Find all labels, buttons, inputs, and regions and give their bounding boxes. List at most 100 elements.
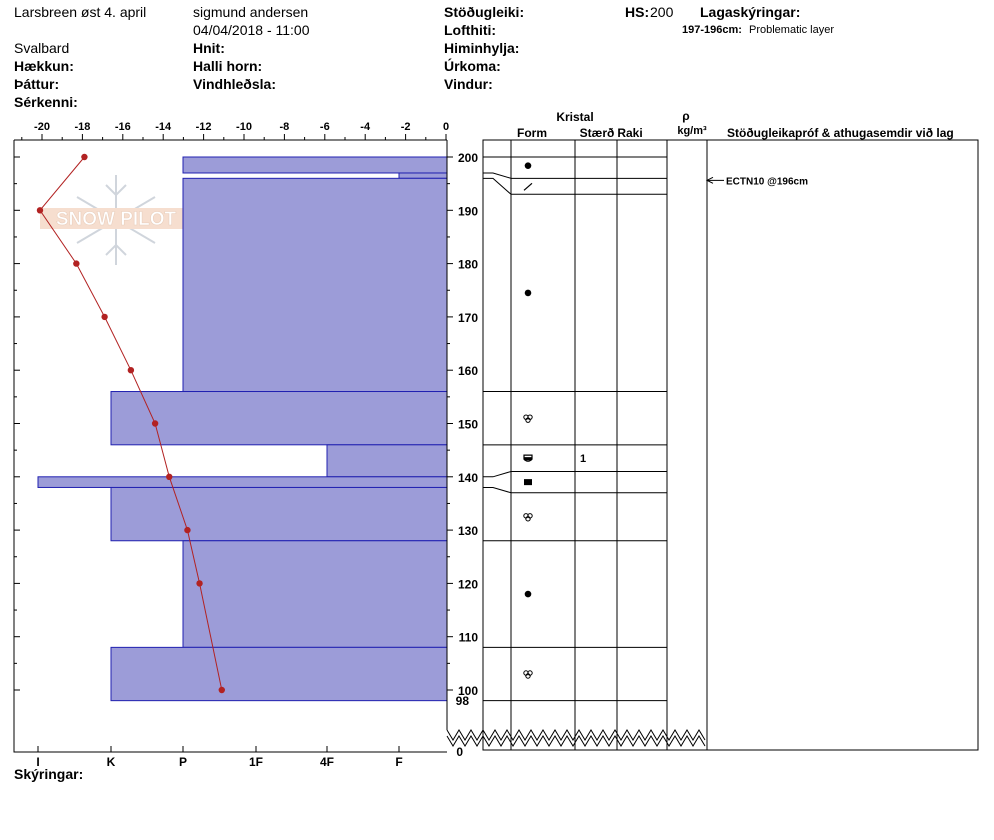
temp-tick-label: -2 xyxy=(401,121,411,133)
crystal-faceted-rounded-icon xyxy=(523,513,533,522)
datetime: 04/04/2018 - 11:00 xyxy=(193,22,310,38)
watermark-band xyxy=(40,208,192,229)
hardness-layer-2 xyxy=(182,177,448,393)
temp-tick-label: -4 xyxy=(360,121,371,133)
table-break-bot xyxy=(482,735,706,747)
crystal-filled-square-icon xyxy=(524,479,532,486)
temperature-point xyxy=(36,207,44,214)
temp-tick-label: -14 xyxy=(155,121,172,133)
col-tests: Stöðugleikapróf & athugasemdir við lag xyxy=(727,126,954,140)
crystal-slash-icon xyxy=(523,182,533,191)
watermark: SNOW PILOT xyxy=(40,175,192,265)
crystal-cup-icon xyxy=(523,454,533,462)
watermark-text: SNOW PILOT xyxy=(56,209,177,230)
crystal-size-label: 1 xyxy=(580,453,586,465)
temperature-point xyxy=(196,580,203,587)
height-tick-label: 140 xyxy=(458,471,478,485)
layer-connector xyxy=(483,172,512,179)
col-form: Form xyxy=(517,126,547,140)
height-tick-label: 170 xyxy=(458,311,478,325)
temperature-point xyxy=(166,473,173,480)
label-vindhleosla: Vindhleðsla: xyxy=(193,76,276,92)
label-haekkun: Hækkun: xyxy=(14,58,74,74)
hardness-tick-label: I xyxy=(36,755,39,769)
label-halli: Halli horn: xyxy=(193,58,263,74)
temperature-point xyxy=(73,260,80,267)
height-tick-label: 150 xyxy=(458,418,478,432)
temperature-point xyxy=(101,313,108,321)
temperature-point xyxy=(184,526,191,534)
temperature-point xyxy=(81,153,88,161)
label-thattur: Þáttur: xyxy=(14,76,60,92)
hardness-layer-4 xyxy=(326,444,448,478)
crystal-filled-circle-icon xyxy=(524,289,532,297)
layer-note-range: 197-196cm: xyxy=(682,24,742,36)
hardness-layer-0 xyxy=(182,156,448,174)
temp-tick-label: -6 xyxy=(320,121,330,133)
hardness-layer-1 xyxy=(398,172,448,179)
temp-tick-label: -8 xyxy=(280,121,290,133)
layer-connector xyxy=(483,470,512,478)
col-raki: Raki xyxy=(617,126,642,140)
col-rho: ρ xyxy=(682,109,689,123)
footer-skyringar: Skýringar: xyxy=(14,766,84,782)
height-tick-label: 180 xyxy=(458,258,478,272)
height-label-98: 98 xyxy=(456,694,470,708)
hardness-layer-3 xyxy=(110,391,448,446)
temperature-line xyxy=(39,156,223,691)
label-serkenni: Sérkenni: xyxy=(14,94,78,110)
table-break-top xyxy=(482,729,706,741)
temperature-point xyxy=(127,367,135,374)
temp-tick-label: 0 xyxy=(443,121,449,133)
hardness-tick-label: 1F xyxy=(249,755,263,769)
temperature-point xyxy=(218,686,225,694)
label-lofthiti: Lofthiti: xyxy=(444,22,497,38)
label-lagaskyringar: Lagaskýringar: xyxy=(700,4,801,20)
observer: sigmund andersen xyxy=(193,4,309,20)
col-staerd: Stærð xyxy=(580,126,615,140)
temp-tick-label: -10 xyxy=(236,121,252,133)
label-himinhylja: Himinhylja: xyxy=(444,40,520,56)
layer-connector xyxy=(483,486,512,494)
temperature-point xyxy=(151,420,159,427)
col-density-unit: kg/m³ xyxy=(677,125,707,137)
temp-tick-label: -12 xyxy=(196,121,212,133)
axis-break-left-top xyxy=(446,729,484,741)
height-label-0: 0 xyxy=(456,745,463,759)
hs-value: 200 xyxy=(650,4,674,20)
hardness-tick-label: 4F xyxy=(320,755,334,769)
height-tick-label: 110 xyxy=(459,631,479,645)
hardness-layer-8 xyxy=(110,646,448,702)
stability-test-label: ECTN10 @196cm xyxy=(726,176,808,187)
crystal-faceted-rounded-icon xyxy=(523,414,533,423)
hardness-tick-label: F xyxy=(395,755,402,769)
hardness-layer-7 xyxy=(182,540,448,648)
arrow-head-icon xyxy=(705,176,714,184)
hardness-tick-label: K xyxy=(107,755,116,769)
col-kristal: Kristal xyxy=(556,110,593,124)
height-tick-label: 100 xyxy=(458,684,478,698)
label-stodugleiki: Stöðugleiki: xyxy=(444,4,525,20)
label-hnit: Hnit: xyxy=(193,40,225,56)
height-tick-label: 130 xyxy=(458,524,478,538)
location: Larsbreen øst 4. april xyxy=(14,4,147,20)
region: Svalbard xyxy=(14,40,70,56)
axis-break-left-bot xyxy=(446,735,484,747)
layer-note-text: Problematic layer xyxy=(749,24,834,36)
hardness-layer-5 xyxy=(37,476,448,488)
height-tick-label: 160 xyxy=(458,364,478,378)
label-vindur: Vindur: xyxy=(444,76,493,92)
hardness-layer-6 xyxy=(110,486,448,542)
hardness-tick-label: P xyxy=(179,755,187,769)
height-tick-label: 120 xyxy=(458,577,478,591)
layer-connector xyxy=(483,177,512,195)
crystal-filled-circle-icon xyxy=(524,590,532,598)
height-tick-label: 190 xyxy=(458,204,478,218)
height-tick-label: 200 xyxy=(458,151,478,165)
label-urkoma: Úrkoma: xyxy=(444,58,501,74)
temp-tick-label: -16 xyxy=(115,121,131,133)
temp-tick-label: -18 xyxy=(74,121,90,133)
crystal-filled-circle-icon xyxy=(524,162,532,169)
temp-tick-label: -20 xyxy=(34,121,50,133)
